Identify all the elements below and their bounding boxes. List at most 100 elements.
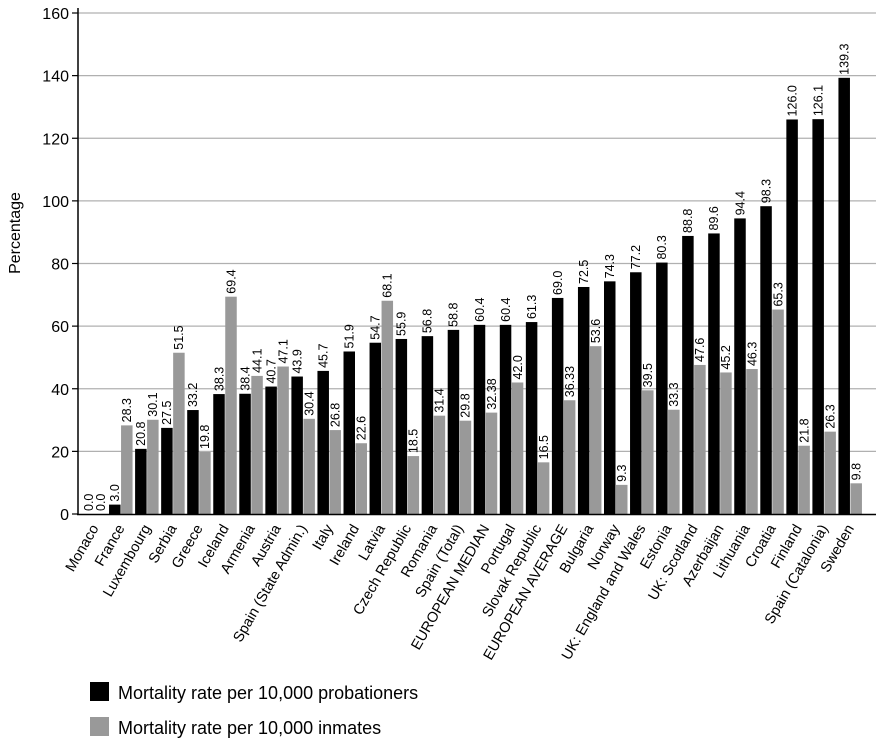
bar-probationers-15 (473, 324, 486, 514)
value-label-inmates-16: 42.0 (511, 355, 525, 379)
value-label-inmates-21: 39.5 (641, 363, 655, 387)
value-label-probationers-15: 60.4 (473, 297, 487, 321)
bar-probationers-1 (109, 504, 121, 514)
legend-label-inmates: Mortality rate per 10,000 inmates (118, 718, 381, 738)
bar-probationers-2 (135, 448, 147, 514)
y-tick-label: 0 (60, 507, 69, 524)
value-label-inmates-15: 32.38 (485, 378, 499, 409)
bar-inmates-28 (824, 431, 836, 514)
value-label-probationers-7: 40.7 (264, 359, 278, 383)
value-label-inmates-5: 69.4 (224, 269, 238, 293)
bar-inmates-9 (329, 430, 341, 514)
value-label-inmates-9: 26.8 (328, 403, 342, 427)
value-label-probationers-27: 126.0 (785, 85, 799, 116)
value-label-probationers-2: 20.8 (134, 421, 148, 445)
bar-inmates-7 (277, 366, 289, 514)
value-label-probationers-1: 3.0 (108, 484, 122, 501)
bar-probationers-4 (187, 410, 199, 514)
value-label-probationers-20: 74.3 (603, 254, 617, 278)
legend-label-probationers: Mortality rate per 10,000 probationers (118, 683, 418, 703)
value-label-probationers-12: 55.9 (395, 312, 409, 336)
bar-inmates-17 (537, 462, 550, 514)
bar-inmates-24 (720, 372, 732, 514)
value-label-inmates-22: 33.3 (667, 382, 681, 406)
y-tick-label: 120 (42, 131, 69, 148)
bar-inmates-5 (225, 296, 237, 514)
bar-probationers-11 (369, 342, 382, 514)
x-tick-label: Monaco (63, 522, 103, 575)
bar-probationers-29 (838, 77, 850, 515)
bar-probationers-6 (239, 393, 251, 514)
bar-probationers-9 (317, 370, 329, 514)
bar-inmates-23 (694, 364, 706, 514)
value-label-inmates-24: 45.2 (719, 345, 733, 369)
value-label-inmates-12: 18.5 (407, 429, 421, 453)
value-label-probationers-29: 139.3 (837, 43, 851, 74)
value-label-probationers-24: 89.6 (707, 206, 721, 230)
bar-inmates-26 (772, 309, 784, 514)
value-label-probationers-5: 38.3 (212, 367, 226, 391)
value-label-probationers-13: 56.8 (421, 309, 435, 333)
value-label-inmates-1: 28.3 (120, 398, 134, 422)
value-label-inmates-19: 53.6 (589, 319, 603, 343)
value-label-probationers-26: 98.3 (759, 179, 773, 203)
bar-inmates-21 (642, 390, 654, 514)
value-label-probationers-11: 54.7 (369, 315, 383, 339)
bar-probationers-10 (343, 351, 355, 514)
value-label-probationers-25: 94.4 (733, 191, 747, 215)
legend: Mortality rate per 10,000 probationers M… (90, 682, 418, 738)
bars (109, 77, 862, 515)
bar-probationers-14 (447, 329, 460, 514)
value-label-probationers-18: 69.0 (551, 271, 565, 295)
bar-inmates-12 (407, 456, 420, 514)
value-label-inmates-10: 22.6 (355, 416, 369, 440)
value-label-inmates-4: 19.8 (198, 425, 212, 449)
bar-inmates-1 (121, 425, 133, 514)
bar-inmates-4 (199, 452, 211, 514)
value-labels: 0.00.03.028.320.830.1 27.551.533.219.838.… (82, 43, 863, 511)
bar-probationers-13 (421, 336, 434, 514)
bar-probationers-12 (395, 338, 408, 514)
value-label-probationers-19: 72.5 (577, 260, 591, 284)
y-tick-label: 20 (51, 444, 69, 461)
y-tick-label: 80 (51, 257, 69, 274)
value-label-inmates-18: 36.33 (563, 366, 577, 397)
bar-inmates-8 (303, 418, 315, 514)
value-label-inmates-28: 26.3 (823, 404, 837, 428)
value-label-probationers-23: 88.8 (681, 209, 695, 233)
legend-swatch-inmates (90, 717, 109, 736)
y-tick-label: 40 (51, 382, 69, 399)
bar-inmates-22 (668, 409, 680, 514)
value-label-probationers-0: 0.0 (82, 494, 96, 511)
value-label-inmates-0: 0.0 (94, 494, 108, 511)
bar-probationers-17 (525, 322, 538, 514)
value-label-inmates-14: 29.8 (459, 393, 473, 417)
legend-swatch-probationers (90, 682, 109, 701)
bar-inmates-3 (173, 352, 185, 514)
value-label-inmates-25: 46.3 (745, 342, 759, 366)
bar-probationers-5 (213, 394, 225, 514)
bar-probationers-22 (656, 262, 668, 514)
bar-probationers-26 (760, 206, 772, 514)
bar-inmates-13 (433, 415, 446, 514)
value-label-probationers-9: 45.7 (316, 344, 330, 368)
bar-inmates-27 (798, 445, 810, 514)
bar-inmates-6 (251, 375, 263, 514)
value-label-inmates-29: 9.8 (849, 463, 863, 480)
bar-inmates-15 (485, 412, 498, 514)
value-label-inmates-6: 44.1 (250, 349, 264, 373)
x-axis-ticks: MonacoFranceLuxembourgSerbiaGreeceIcelan… (63, 521, 858, 663)
y-axis-ticks: 0 20 40 60 80 100 120 140 160 (42, 6, 78, 524)
bar-inmates-29 (850, 483, 862, 514)
value-label-probationers-28: 126.1 (811, 85, 825, 116)
value-label-probationers-4: 33.2 (186, 383, 200, 407)
value-label-probationers-8: 43.9 (290, 349, 304, 373)
bar-inmates-25 (746, 369, 758, 514)
y-tick-label: 60 (51, 319, 69, 336)
y-axis-label: Percentage (7, 192, 24, 274)
value-label-probationers-3: 27.5 (160, 401, 174, 425)
value-label-inmates-7: 47.1 (276, 339, 290, 363)
value-label-inmates-27: 21.8 (797, 418, 811, 442)
value-label-inmates-26: 65.3 (771, 282, 785, 306)
